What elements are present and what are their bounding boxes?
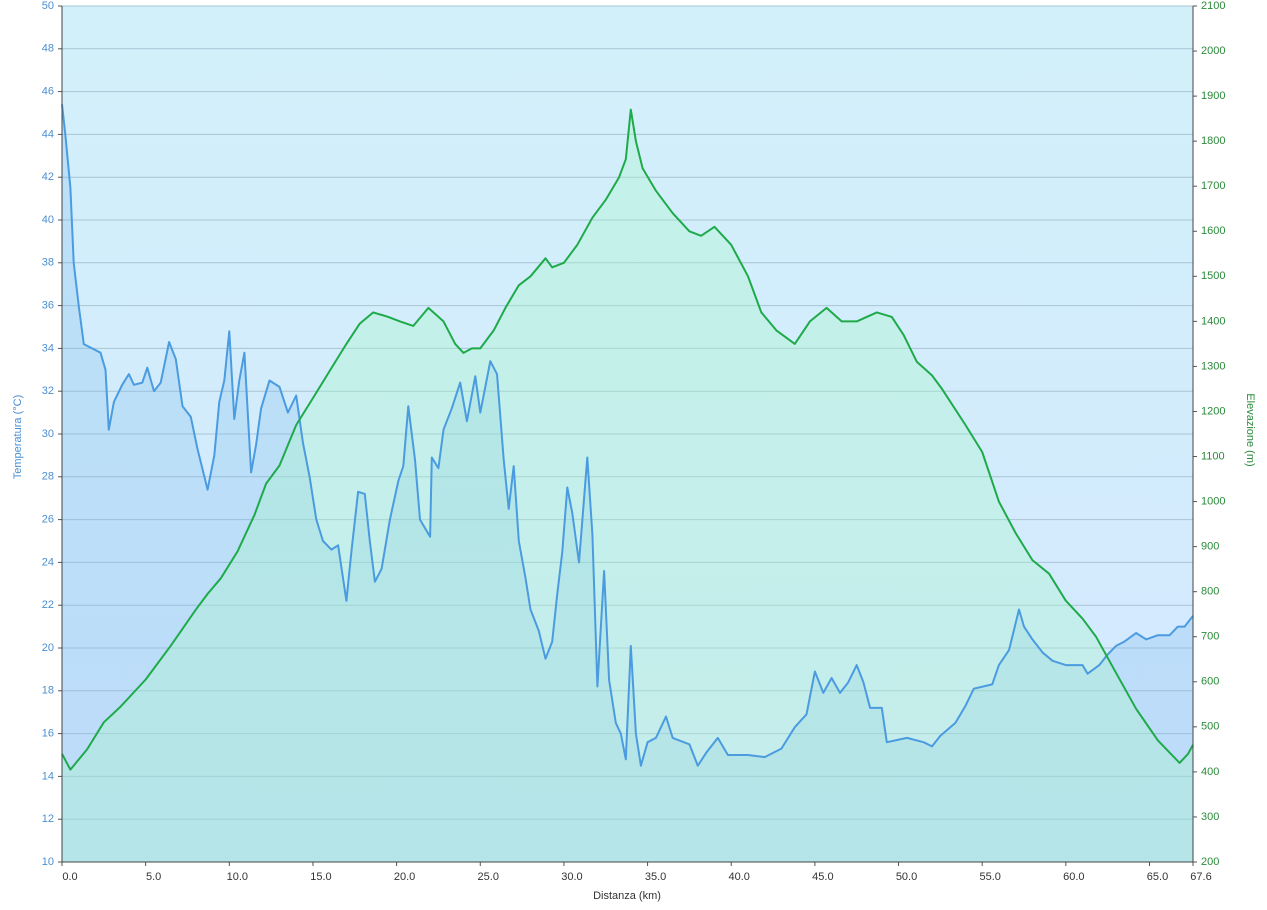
y2-tick-label: 2100 <box>1201 0 1225 12</box>
y-tick-label: 28 <box>42 471 54 483</box>
x-tick-label: 15.0 <box>310 871 331 883</box>
y-tick-label: 18 <box>42 685 54 697</box>
y2-tick-label: 300 <box>1201 811 1219 823</box>
y-tick-label: 24 <box>42 556 54 568</box>
y2-tick-label: 1600 <box>1201 225 1225 237</box>
y2-tick-label: 500 <box>1201 721 1219 733</box>
y2-tick-label: 1500 <box>1201 270 1225 282</box>
line <box>61 108 1194 771</box>
y-tick-label: 12 <box>42 813 54 825</box>
y-axis-label: Temperatura (°C) <box>12 395 24 479</box>
y2-tick-label: 1000 <box>1201 495 1225 507</box>
x-tick-label: 25.0 <box>478 871 499 883</box>
y-tick-label: 30 <box>42 428 54 440</box>
y-tick-label: 40 <box>42 214 54 226</box>
y-tick-label: 16 <box>42 728 54 740</box>
x-tick-label: 45.0 <box>812 871 833 883</box>
x-tick-label: 65.0 <box>1147 871 1168 883</box>
y2-tick-label: 400 <box>1201 766 1219 778</box>
x-tick-label: 10.0 <box>227 871 248 883</box>
y-tick-label: 38 <box>42 257 54 269</box>
y-tick-label: 44 <box>42 128 54 140</box>
y2-tick-label: 1300 <box>1201 360 1225 372</box>
x-tick-label: 60.0 <box>1063 871 1084 883</box>
y2-tick-label: 1200 <box>1201 405 1225 417</box>
y2-tick-label: 200 <box>1201 856 1219 868</box>
y2-tick-label: 1100 <box>1201 450 1225 462</box>
x-tick-label: 5.0 <box>146 871 161 883</box>
x-tick-label: 35.0 <box>645 871 666 883</box>
y2-tick-label: 1900 <box>1201 90 1225 102</box>
y-tick-label: 50 <box>42 0 54 12</box>
y-tick-label: 10 <box>42 856 54 868</box>
x-tick-label: 20.0 <box>394 871 415 883</box>
y2-tick-label: 1800 <box>1201 135 1225 147</box>
x-tick-label: 30.0 <box>561 871 582 883</box>
y2-tick-label: 1400 <box>1201 315 1225 327</box>
y2-axis-label: Elevazione (m) <box>1244 393 1256 466</box>
x-tick-label: 40.0 <box>729 871 750 883</box>
y-tick-label: 42 <box>42 171 54 183</box>
y-tick-label: 32 <box>42 385 54 397</box>
y2-tick-label: 1700 <box>1201 180 1225 192</box>
y-tick-label: 26 <box>42 514 54 526</box>
x-tick-label: 55.0 <box>979 871 1000 883</box>
line <box>61 104 1194 767</box>
y2-tick-label: 600 <box>1201 676 1219 688</box>
y-tick-label: 22 <box>42 599 54 611</box>
y2-tick-label: 700 <box>1201 631 1219 643</box>
y-tick-label: 20 <box>42 642 54 654</box>
x-axis-label: Distanza (km) <box>593 890 661 902</box>
x-tick-label: 67.6 <box>1190 871 1211 883</box>
y-tick-label: 48 <box>42 43 54 55</box>
y-tick-label: 36 <box>42 300 54 312</box>
y2-tick-label: 900 <box>1201 541 1219 553</box>
y2-tick-label: 800 <box>1201 586 1219 598</box>
area <box>62 109 1193 863</box>
y-tick-label: 46 <box>42 86 54 98</box>
y-tick-label: 14 <box>42 770 54 782</box>
x-tick-label: 0.0 <box>62 871 77 883</box>
y2-tick-label: 2000 <box>1201 45 1225 57</box>
y-tick-label: 34 <box>42 342 54 354</box>
x-tick-label: 50.0 <box>896 871 917 883</box>
area <box>62 104 1193 862</box>
